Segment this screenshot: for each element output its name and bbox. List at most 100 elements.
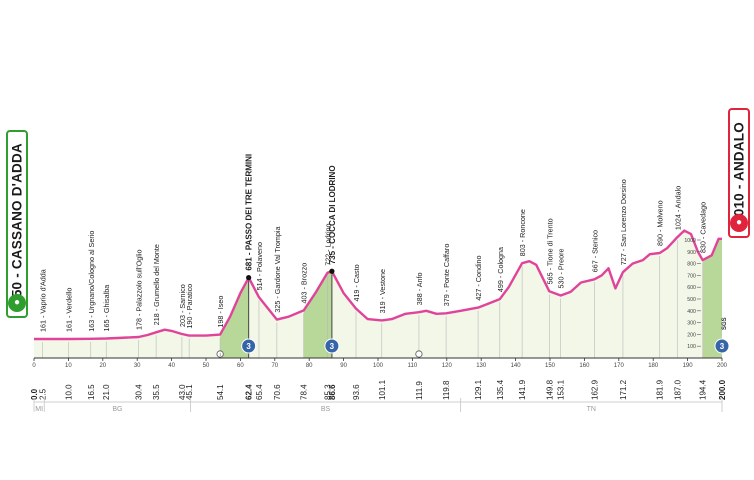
- altitude-tick-label: 700: [687, 273, 696, 279]
- climb-area: [303, 271, 332, 358]
- distance-tick-label: 130: [476, 363, 487, 369]
- km-value-label: 111.9: [415, 381, 424, 400]
- start-panel: 150 - CASSANO D'ADDA ●: [6, 130, 28, 318]
- km-value-label: 153.1: [557, 379, 566, 400]
- km-value-label: 0.0: [30, 388, 39, 400]
- km-value-label: 194.4: [699, 379, 708, 400]
- waypoint-label: 163 - Urgnano/Cologno al Serio: [87, 231, 96, 332]
- region-label: BG: [112, 406, 122, 413]
- km-value-label: 149.8: [545, 379, 554, 400]
- profile-area: [34, 230, 722, 358]
- sprint-marker: [216, 350, 224, 358]
- summit-marker: [329, 268, 335, 274]
- km-value-label: 45.1: [185, 384, 194, 400]
- km-value-label: 129.1: [474, 379, 483, 400]
- km-value-label: 93.6: [352, 384, 361, 400]
- bicycle-icon: ●: [730, 214, 748, 232]
- waypoint-label: 722 - Lodrino: [323, 223, 332, 265]
- waypoint-label: 218 - Grumello del Monte: [152, 244, 161, 325]
- finish-marker-label: SGS: [722, 317, 728, 330]
- distance-tick-label: 110: [408, 363, 418, 369]
- altitude-tick-label: 500: [687, 297, 696, 303]
- region-label: BS: [321, 406, 331, 413]
- km-value-label: 54.1: [216, 384, 225, 400]
- waypoint-label: 325 - Gardone Val Trompia: [273, 226, 282, 312]
- km-value-label: 16.5: [87, 384, 96, 400]
- distance-tick-label: 180: [648, 363, 659, 369]
- waypoint-label: 178 - Palazzolo sull'Oglio: [135, 250, 144, 330]
- climb-category-badge: [241, 338, 257, 354]
- km-value-label: 101.1: [378, 379, 387, 400]
- climb-category-badge: [324, 338, 340, 354]
- km-value-label: 86.6: [328, 384, 337, 400]
- distance-tick-label: 60: [237, 363, 244, 369]
- climb-area: [220, 277, 249, 358]
- altitude-tick-label: 1000: [684, 238, 696, 244]
- km-value-label: 2.5: [39, 388, 48, 400]
- feed-zone-marker: [415, 350, 423, 358]
- region-label: TN: [587, 406, 596, 413]
- waypoint-label: 427 - Condino: [474, 255, 483, 300]
- waypoint-label: 830 - Cavedago: [699, 202, 708, 253]
- altitude-tick-label: 600: [687, 285, 696, 291]
- altitude-tick-label: 900: [687, 250, 696, 256]
- altitude-tick-label: 300: [687, 321, 696, 327]
- distance-tick-label: 20: [99, 363, 106, 369]
- waypoint-label: 681 - PASSO DEI TRE TERMINI: [245, 154, 254, 271]
- region-label: MI: [35, 406, 43, 413]
- altitude-tick-label: 100: [687, 344, 696, 350]
- km-value-label: 62.4: [245, 384, 254, 400]
- waypoint-label: 379 - Ponte Caffaro: [442, 244, 451, 307]
- km-value-label: 70.6: [273, 384, 282, 400]
- distance-tick-label: 160: [579, 363, 590, 369]
- climb-category-label: 3: [330, 342, 335, 351]
- km-value-label: 10.0: [64, 384, 73, 400]
- waypoint-label: 403 - Brozzo: [300, 263, 309, 304]
- km-value-label: 43.0: [178, 384, 187, 400]
- distance-tick-label: 190: [683, 363, 694, 369]
- waypoint-label: 190 - Paratico: [185, 284, 194, 329]
- distance-tick-label: 80: [306, 363, 313, 369]
- waypoint-label: 514 - Polaveno: [255, 242, 264, 290]
- km-value-label: 85.3: [323, 384, 332, 400]
- waypoint-label: 198 - Iseo: [216, 296, 225, 328]
- waypoint-label: 667 - Stenico: [590, 230, 599, 272]
- climb-area: [702, 238, 722, 358]
- km-value-label: 30.4: [135, 384, 144, 400]
- waypoint-label: 890 - Molveno: [656, 200, 665, 246]
- distance-tick-label: 170: [614, 363, 625, 369]
- waypoint-label: 161 - Vaprio d'Adda: [39, 269, 48, 332]
- altitude-tick-label: 200: [687, 332, 696, 338]
- km-value-label: 135.4: [496, 379, 505, 400]
- distance-tick-label: 50: [203, 363, 210, 369]
- waypoint-label: 319 - Vestone: [378, 269, 387, 313]
- km-value-label: 171.2: [619, 379, 628, 400]
- altitude-tick-label: 400: [687, 309, 696, 315]
- profile-line: [34, 229, 722, 341]
- km-value-label: 187.0: [673, 379, 682, 400]
- km-value-label: 78.4: [300, 384, 309, 400]
- summit-marker: [246, 275, 252, 281]
- distance-tick-label: 40: [168, 363, 175, 369]
- distance-tick-label: 100: [373, 363, 384, 369]
- km-value-label: 65.4: [255, 384, 264, 400]
- km-value-label: 162.9: [590, 379, 599, 400]
- bicycle-icon: ●: [8, 294, 26, 312]
- km-value-label: 181.9: [656, 379, 665, 400]
- climb-category-badge: [714, 338, 730, 354]
- distance-tick-label: 70: [271, 363, 278, 369]
- climb-category-label: 3: [246, 342, 251, 351]
- waypoint-label: 735 - COCCA DI LODRINO: [328, 165, 337, 264]
- altitude-tick-label: 800: [687, 262, 696, 268]
- distance-tick-label: 10: [65, 363, 72, 369]
- waypoint-label: 727 - San Lorenzo Dorsino: [619, 179, 628, 265]
- km-value-label: 119.8: [442, 380, 451, 400]
- distance-tick-label: 0: [32, 363, 36, 369]
- sprint-marker-label: I: [219, 352, 220, 357]
- km-value-label: 141.9: [518, 379, 527, 400]
- waypoint-label: 165 - Ghisalba: [102, 285, 111, 332]
- distance-tick-label: 150: [545, 363, 556, 369]
- distance-tick-label: 140: [511, 363, 522, 369]
